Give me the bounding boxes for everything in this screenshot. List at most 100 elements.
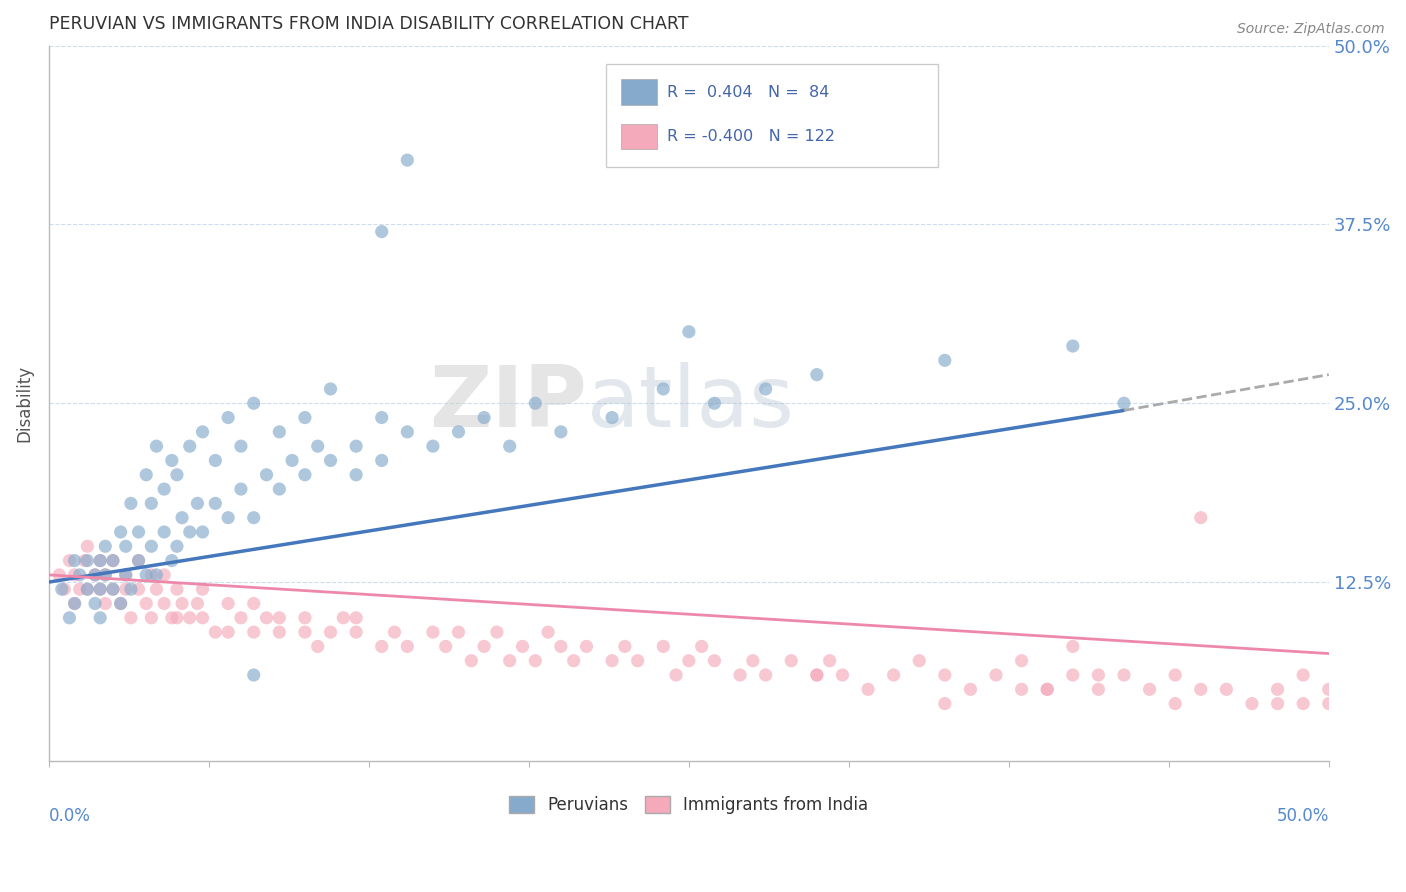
Point	[89, 553, 111, 567]
Point	[959, 682, 981, 697]
Point	[883, 668, 905, 682]
Point	[63, 597, 86, 611]
Point	[741, 654, 763, 668]
Point	[89, 582, 111, 597]
Point	[307, 439, 329, 453]
Point	[294, 410, 316, 425]
Point	[344, 625, 367, 640]
Point	[600, 410, 623, 425]
Point	[153, 482, 176, 496]
Point	[48, 567, 70, 582]
Point	[370, 453, 392, 467]
Point	[94, 597, 117, 611]
Point	[63, 567, 86, 582]
Point	[114, 582, 136, 597]
Point	[76, 582, 98, 597]
Point	[485, 625, 508, 640]
Point	[524, 396, 547, 410]
Point	[89, 553, 111, 567]
Point	[499, 439, 522, 453]
Point	[114, 567, 136, 582]
Point	[1112, 668, 1135, 682]
Point	[1011, 654, 1033, 668]
Point	[186, 496, 208, 510]
Point	[179, 524, 201, 539]
Point	[1164, 697, 1187, 711]
Point	[110, 597, 132, 611]
Point	[1062, 339, 1084, 353]
Point	[53, 582, 76, 597]
Point	[319, 625, 342, 640]
Y-axis label: Disability: Disability	[15, 365, 32, 442]
Point	[1011, 682, 1033, 697]
Point	[396, 640, 419, 654]
Point	[934, 697, 956, 711]
Point	[755, 382, 778, 396]
Point	[191, 524, 214, 539]
Point	[370, 225, 392, 239]
Point	[703, 396, 725, 410]
Point	[1189, 510, 1212, 524]
Point	[1267, 682, 1289, 697]
Point	[269, 611, 291, 625]
Point	[422, 625, 444, 640]
Point	[242, 668, 264, 682]
Point	[76, 553, 98, 567]
Point	[370, 640, 392, 654]
Point	[160, 553, 183, 567]
Point	[472, 410, 495, 425]
Point	[460, 654, 482, 668]
Point	[627, 654, 650, 668]
Point	[550, 425, 572, 439]
Point	[191, 611, 214, 625]
Point	[1036, 682, 1059, 697]
Point	[135, 567, 157, 582]
Text: atlas: atlas	[586, 362, 794, 445]
Point	[242, 597, 264, 611]
Point	[908, 654, 931, 668]
Point	[128, 553, 150, 567]
Point	[269, 625, 291, 640]
Point	[1292, 697, 1315, 711]
Point	[166, 467, 188, 482]
Text: Source: ZipAtlas.com: Source: ZipAtlas.com	[1237, 22, 1385, 37]
Point	[600, 654, 623, 668]
Point	[84, 567, 107, 582]
Point	[294, 611, 316, 625]
Point	[120, 496, 142, 510]
Point	[170, 597, 193, 611]
Point	[179, 611, 201, 625]
Point	[94, 567, 117, 582]
Point	[94, 539, 117, 553]
Point	[434, 640, 457, 654]
Legend: Peruvians, Immigrants from India: Peruvians, Immigrants from India	[502, 789, 876, 821]
Point	[204, 625, 226, 640]
Point	[89, 611, 111, 625]
Point	[269, 425, 291, 439]
Point	[63, 597, 86, 611]
Point	[319, 453, 342, 467]
Point	[256, 467, 278, 482]
Point	[575, 640, 598, 654]
Point	[204, 496, 226, 510]
Point	[141, 539, 163, 553]
Point	[690, 640, 713, 654]
Point	[135, 467, 157, 482]
Point	[678, 325, 700, 339]
Text: 50.0%: 50.0%	[1277, 807, 1329, 825]
Point	[294, 467, 316, 482]
Point	[204, 453, 226, 467]
Point	[84, 597, 107, 611]
Point	[217, 410, 239, 425]
FancyBboxPatch shape	[621, 124, 657, 149]
Point	[934, 668, 956, 682]
Point	[179, 439, 201, 453]
Point	[269, 482, 291, 496]
Point	[447, 425, 470, 439]
Point	[101, 553, 124, 567]
Point	[256, 611, 278, 625]
Point	[63, 553, 86, 567]
Point	[294, 625, 316, 640]
Point	[422, 439, 444, 453]
Point	[512, 640, 534, 654]
